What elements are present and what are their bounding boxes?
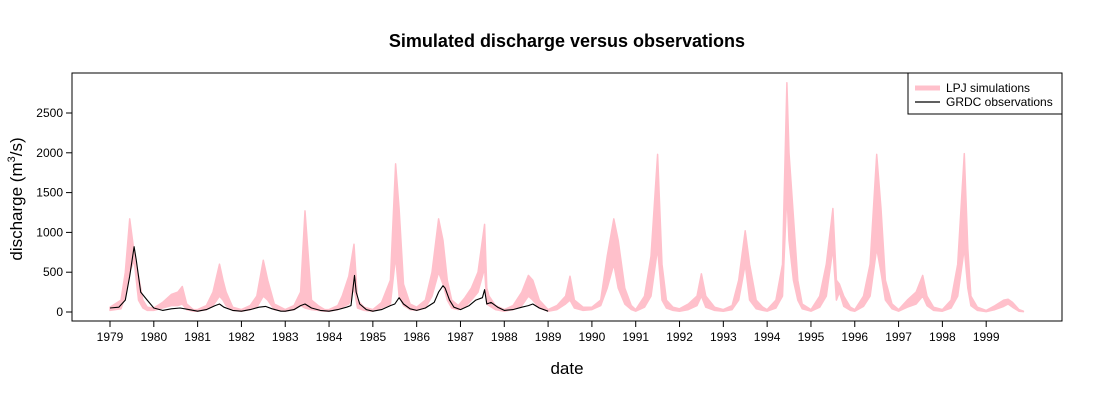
y-axis: 0 500 1000 1500 2000 2500 — [36, 106, 72, 319]
x-tick-label: 1999 — [973, 330, 1000, 344]
legend-box — [907, 72, 1063, 115]
grdc-observations-line — [109, 246, 549, 312]
x-tick-label: 1998 — [929, 330, 956, 344]
x-tick-label: 1992 — [666, 330, 693, 344]
y-tick-label: 2000 — [36, 146, 63, 160]
legend-label-lpj-simulations: LPJ simulations — [946, 81, 1030, 95]
x-axis: 1979 1980 1981 1982 1983 1984 1985 1986 1987 1988… — [97, 321, 1000, 344]
series-grdc-observations — [109, 246, 549, 312]
x-tick-label: 1995 — [798, 330, 825, 344]
x-axis-label: date — [550, 359, 583, 378]
y-axis-label-main: discharge (m — [7, 162, 26, 260]
chart-title: Simulated discharge versus observations — [389, 31, 745, 51]
y-axis-label-superscript: 3 — [6, 156, 18, 162]
x-tick-label: 1979 — [97, 330, 124, 344]
x-tick-label: 1994 — [754, 330, 781, 344]
legend: LPJ simulations GRDC observations — [907, 72, 1063, 115]
x-tick-label: 1986 — [403, 330, 430, 344]
x-tick-label: 1997 — [885, 330, 912, 344]
x-tick-label: 1983 — [272, 330, 299, 344]
x-tick-label: 1993 — [710, 330, 737, 344]
series-lpj-simulations — [109, 82, 1025, 313]
x-tick-label: 1990 — [579, 330, 606, 344]
plot-frame — [71, 72, 1063, 322]
x-tick-label: 1981 — [184, 330, 211, 344]
y-tick-label: 0 — [56, 305, 63, 319]
x-tick-label: 1987 — [447, 330, 474, 344]
x-tick-label: 1996 — [841, 330, 868, 344]
legend-label-grdc-observations: GRDC observations — [946, 95, 1053, 109]
x-tick-label: 1991 — [622, 330, 649, 344]
x-tick-label: 1984 — [316, 330, 343, 344]
x-tick-label: 1985 — [360, 330, 387, 344]
y-tick-label: 1000 — [36, 225, 63, 239]
lpj-simulations-band — [109, 82, 1025, 313]
x-tick-label: 1989 — [535, 330, 562, 344]
x-tick-label: 1988 — [491, 330, 518, 344]
x-tick-label: 1982 — [228, 330, 255, 344]
y-tick-label: 500 — [43, 265, 63, 279]
x-tick-label: 1980 — [140, 330, 167, 344]
y-tick-label: 1500 — [36, 186, 63, 200]
y-axis-label: discharge (m3/s) — [6, 137, 26, 260]
y-axis-label-tail: /s) — [7, 137, 26, 156]
y-tick-label: 2500 — [36, 106, 63, 120]
